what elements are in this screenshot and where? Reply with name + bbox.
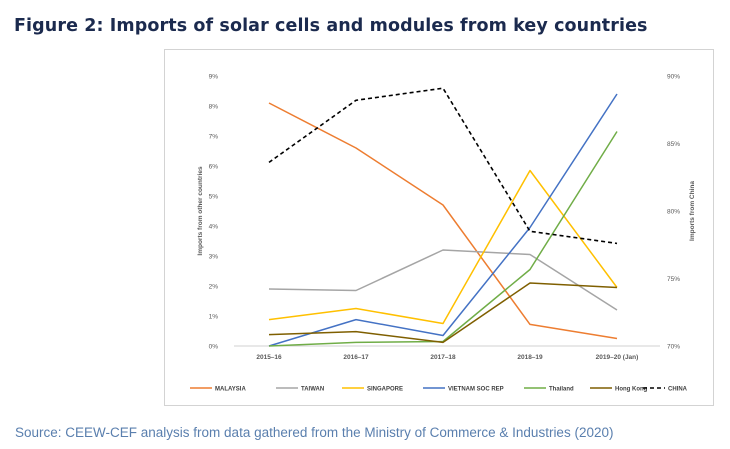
y2-axis-title: Imports from China bbox=[689, 181, 696, 241]
series-line-china bbox=[268, 87, 618, 245]
legend-label: Thailand bbox=[549, 386, 574, 392]
legend-label: Hong Kong bbox=[615, 386, 648, 392]
legend-label: SINGAPORE bbox=[367, 386, 403, 392]
legend-label: TAIWAN bbox=[301, 386, 324, 392]
x-tick-label: 2018–19 bbox=[517, 354, 543, 361]
source-note: Source: CEEW-CEF analysis from data gath… bbox=[15, 425, 614, 440]
series-line-taiwan bbox=[268, 249, 618, 311]
axes-layer: 0% 1% 2% 3% 4% 5% 6% 7% 8% 9% 70% 75% 80% 85% 90% 2015–… bbox=[197, 74, 696, 362]
y-tick-label: 1% bbox=[209, 314, 219, 321]
series-layer bbox=[268, 87, 618, 347]
y2-tick-label: 90% bbox=[667, 74, 680, 81]
series-line-thailand bbox=[268, 131, 618, 347]
y-tick-label: 8% bbox=[209, 104, 219, 111]
y-tick-label: 6% bbox=[209, 164, 219, 171]
y-tick-label: 7% bbox=[209, 134, 219, 141]
y-axis-title: Imports from other countries bbox=[197, 166, 204, 256]
y2-tick-label: 85% bbox=[667, 141, 680, 148]
legend-label: CHINA bbox=[668, 386, 688, 392]
figure-title: Figure 2: Imports of solar cells and mod… bbox=[14, 16, 648, 36]
y2-tick-label: 75% bbox=[667, 276, 680, 283]
y-tick-label: 3% bbox=[209, 254, 219, 261]
y-tick-label: 9% bbox=[209, 74, 219, 81]
y-tick-label: 4% bbox=[209, 224, 219, 231]
x-tick-label: 2017–18 bbox=[430, 354, 456, 361]
series-line-hong-kong bbox=[268, 282, 618, 344]
series-line-singapore bbox=[268, 169, 618, 325]
series-line-vietnam-soc-rep bbox=[268, 93, 618, 347]
x-tick-label: 2016–17 bbox=[343, 354, 369, 361]
series-line-malaysia bbox=[268, 102, 618, 340]
x-tick-label: 2019–20 (Jan) bbox=[596, 354, 639, 361]
legend-label: VIETNAM SOC REP bbox=[448, 386, 504, 392]
y-tick-label: 0% bbox=[209, 344, 219, 351]
y2-tick-label: 70% bbox=[667, 344, 680, 351]
legend-label: MALAYSIA bbox=[215, 386, 246, 392]
y-tick-label: 5% bbox=[209, 194, 219, 201]
y2-tick-label: 80% bbox=[667, 209, 680, 216]
y-tick-label: 2% bbox=[209, 284, 219, 291]
x-tick-label: 2015–16 bbox=[256, 354, 282, 361]
legend-layer: MALAYSIA TAIWAN SINGAPORE VIETNAM SOC REP Th… bbox=[190, 386, 688, 392]
